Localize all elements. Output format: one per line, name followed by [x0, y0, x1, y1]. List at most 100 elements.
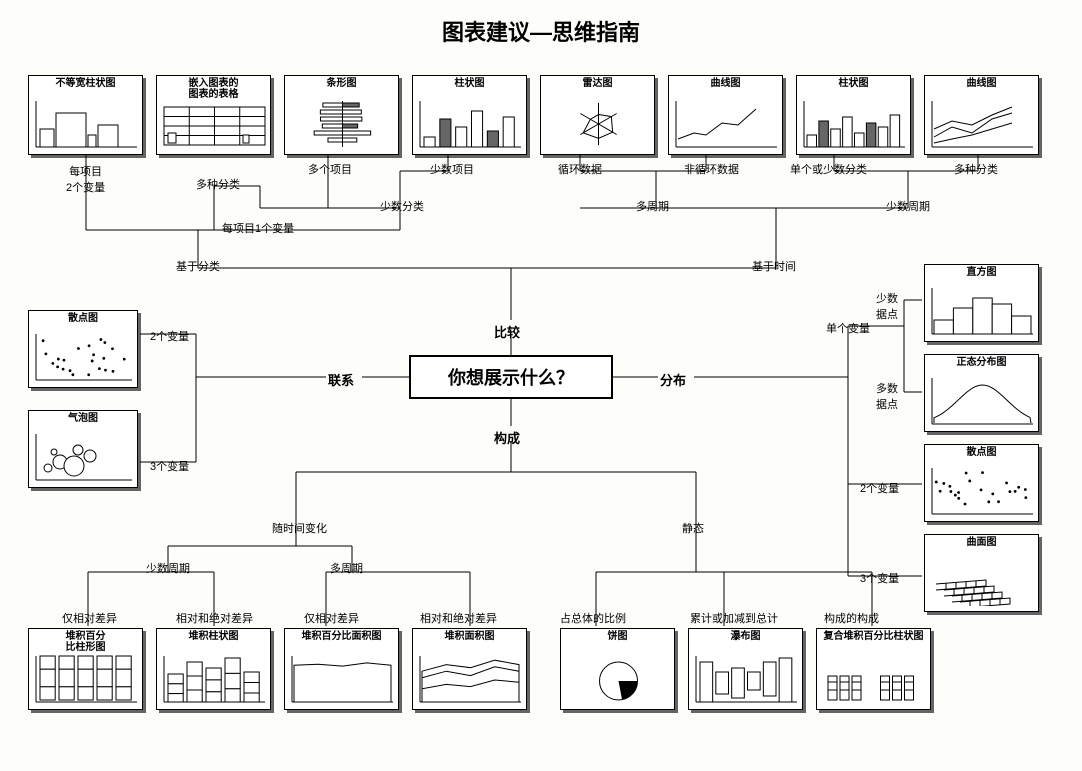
branch-label: 循环数据: [558, 161, 602, 177]
chart-card-title: 柱状图: [413, 76, 526, 89]
chart-card: 堆积百分比柱形图: [28, 628, 143, 710]
chart-card: 气泡图: [28, 410, 138, 488]
chart-thumbnail: [34, 432, 132, 482]
chart-thumbnail: [546, 99, 649, 149]
chart-card-title: 柱状图: [797, 76, 910, 89]
chart-card: 不等宽柱状图: [28, 75, 143, 155]
chart-card: 曲面图: [924, 534, 1039, 612]
chart-card-title: 曲线图: [669, 76, 782, 89]
chart-thumbnail: [418, 654, 521, 704]
chart-thumbnail: [930, 376, 1033, 426]
chart-card: 堆积柱状图: [156, 628, 271, 710]
branch-label: 多周期: [330, 560, 363, 576]
chart-thumbnail: [162, 654, 265, 704]
chart-card: 散点图: [924, 444, 1039, 522]
branch-label: 少数据点: [876, 290, 898, 322]
branch-label: 少数分类: [380, 198, 424, 214]
chart-card-title: 条形图: [285, 76, 398, 89]
branch-label: 累计或加减到总计: [690, 610, 778, 626]
chart-thumbnail: [930, 466, 1033, 516]
branch-label: 非循环数据: [684, 161, 739, 177]
branch-label: 静态: [682, 520, 704, 536]
chart-card-title: 复合堆积百分比柱状图: [817, 629, 930, 642]
chart-thumbnail: [566, 654, 669, 704]
chart-card: 曲线图: [668, 75, 783, 155]
chart-card-title: 雷达图: [541, 76, 654, 89]
chart-card-title: 饼图: [561, 629, 674, 642]
branch-label: 基于时间: [752, 258, 796, 274]
hub-distribute: 分布: [660, 370, 686, 389]
branch-label: 少数周期: [886, 198, 930, 214]
chart-card: 直方图: [924, 264, 1039, 342]
branch-label: 仅相对差异: [304, 610, 359, 626]
chart-card-title: 堆积百分比柱形图: [29, 629, 142, 653]
branch-label: 占总体的比例: [560, 610, 626, 626]
branch-label: 3个变量: [150, 458, 189, 474]
chart-card-title: 不等宽柱状图: [29, 76, 142, 89]
chart-card-title: 正态分布图: [925, 355, 1038, 368]
chart-thumbnail: [822, 654, 925, 704]
branch-label: 多种分类: [196, 176, 240, 192]
branch-label: 多周期: [636, 198, 669, 214]
chart-card-title: 曲面图: [925, 535, 1038, 548]
chart-thumbnail: [930, 556, 1033, 606]
chart-card: 饼图: [560, 628, 675, 710]
page-title: 图表建议—思维指南: [0, 15, 1082, 47]
chart-thumbnail: [418, 99, 521, 149]
chart-card: 瀑布图: [688, 628, 803, 710]
branch-label: 2个变量: [860, 480, 899, 496]
branch-label: 相对和绝对差异: [420, 610, 497, 626]
branch-label: 仅相对差异: [62, 610, 117, 626]
chart-card: 条形图: [284, 75, 399, 155]
branch-label: 每项目1个变量: [222, 220, 294, 236]
chart-thumbnail: [674, 99, 777, 149]
chart-card-title: 堆积面积图: [413, 629, 526, 642]
chart-thumbnail: [290, 99, 393, 149]
hub-relation: 联系: [328, 370, 354, 389]
branch-label: 少数项目: [430, 161, 474, 177]
branch-label: 3个变量: [860, 570, 899, 586]
chart-thumbnail: [162, 99, 265, 149]
chart-thumbnail: [34, 99, 137, 149]
branch-label: 多种分类: [954, 161, 998, 177]
branch-label: 多个项目: [308, 161, 352, 177]
branch-label: 单个或少数分类: [790, 161, 867, 177]
chart-thumbnail: [34, 654, 137, 704]
chart-card-title: 气泡图: [29, 411, 137, 424]
branch-label: 基于分类: [176, 258, 220, 274]
chart-card: 曲线图: [924, 75, 1039, 155]
center-question-text: 你想展示什么？: [448, 364, 574, 390]
chart-card: 复合堆积百分比柱状图: [816, 628, 931, 710]
chart-card: 散点图: [28, 310, 138, 388]
branch-label: 每项目2个变量: [66, 163, 105, 195]
chart-card-title: 散点图: [925, 445, 1038, 458]
branch-label: 随时间变化: [272, 520, 327, 536]
branch-label: 多数据点: [876, 380, 898, 412]
chart-card: 柱状图: [796, 75, 911, 155]
branch-label: 少数周期: [146, 560, 190, 576]
chart-card-title: 堆积百分比面积图: [285, 629, 398, 642]
chart-card-title: 瀑布图: [689, 629, 802, 642]
chart-thumbnail: [34, 332, 132, 382]
chart-card: 嵌入图表的图表的表格: [156, 75, 271, 155]
hub-compose: 构成: [494, 428, 520, 447]
chart-thumbnail: [694, 654, 797, 704]
chart-card: 堆积百分比面积图: [284, 628, 399, 710]
hub-compare: 比较: [494, 322, 520, 341]
chart-card-title: 嵌入图表的图表的表格: [157, 76, 270, 100]
chart-card-title: 直方图: [925, 265, 1038, 278]
chart-thumbnail: [930, 286, 1033, 336]
center-question-box: 你想展示什么？: [409, 355, 613, 399]
chart-card: 雷达图: [540, 75, 655, 155]
chart-card: 正态分布图: [924, 354, 1039, 432]
chart-card-title: 曲线图: [925, 76, 1038, 89]
chart-card: 堆积面积图: [412, 628, 527, 710]
branch-label: 构成的构成: [824, 610, 879, 626]
chart-card-title: 散点图: [29, 311, 137, 324]
branch-label: 2个变量: [150, 328, 189, 344]
chart-thumbnail: [930, 99, 1033, 149]
branch-label: 单个变量: [826, 320, 870, 336]
chart-card-title: 堆积柱状图: [157, 629, 270, 642]
chart-card: 柱状图: [412, 75, 527, 155]
chart-thumbnail: [802, 99, 905, 149]
